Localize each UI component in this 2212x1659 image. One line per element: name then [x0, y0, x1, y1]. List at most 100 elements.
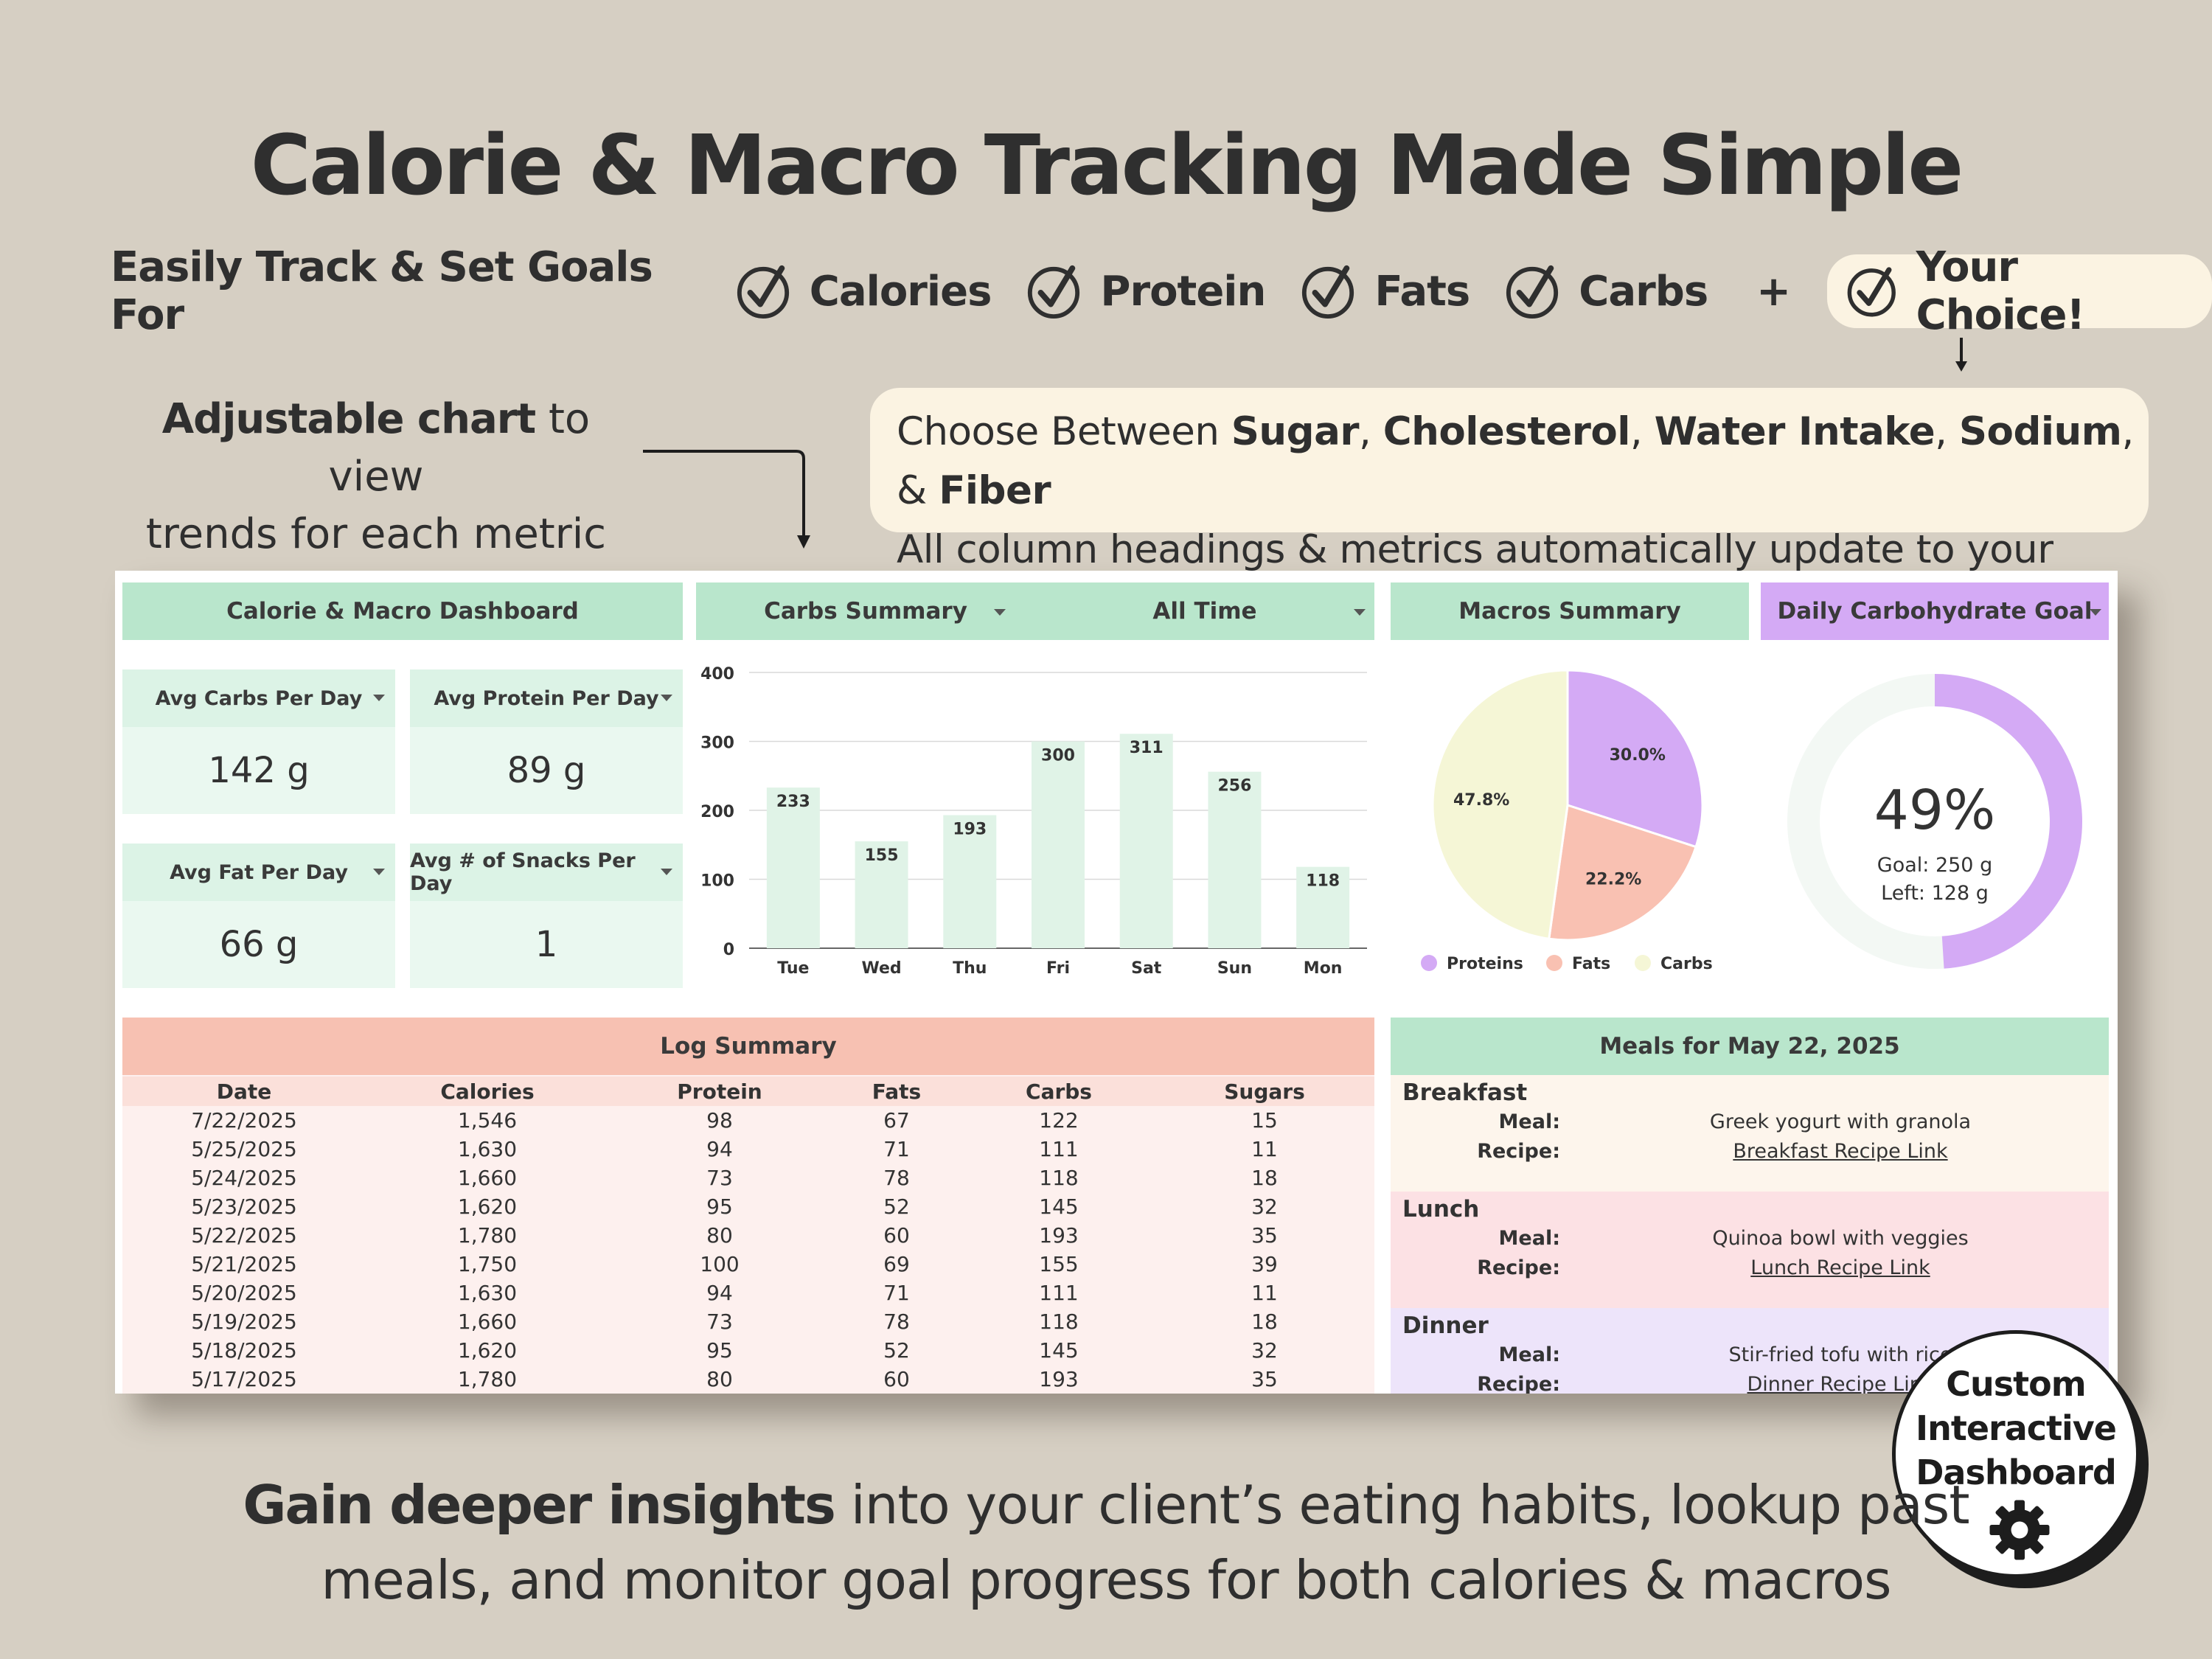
table-row: 5/20/2025 1,630 94 71 111 11: [122, 1279, 1374, 1307]
recipe-key: Recipe:: [1477, 1373, 1560, 1394]
table-cell: 94: [706, 1137, 733, 1161]
choose-item: Sugar: [1231, 409, 1360, 454]
table-row: 5/24/2025 1,660 73 78 118 18: [122, 1164, 1374, 1192]
bar: [1296, 866, 1350, 948]
x-tick-label: Thu: [953, 959, 987, 978]
table-cell: 193: [1039, 1223, 1079, 1248]
choose-line1: Choose Between Sugar, Cholesterol, Water…: [897, 403, 2149, 521]
choose-sep: ,: [1935, 409, 1959, 454]
log-column-header: Sugars: [1224, 1079, 1305, 1104]
meal-section-lunch: Lunch Meal: Quinoa bowl with veggies Recipe…: [1391, 1192, 2109, 1308]
table-cell: 32: [1251, 1338, 1278, 1363]
table-cell: 155: [1039, 1252, 1079, 1276]
table-cell: 1,620: [457, 1194, 518, 1219]
legend-label: Carbs: [1660, 955, 1713, 973]
badge-line: Custom: [1946, 1364, 2086, 1404]
table-cell: 5/24/2025: [191, 1166, 297, 1190]
meal-key: Meal:: [1498, 1343, 1560, 1366]
check-circle-icon: [1302, 265, 1354, 319]
stat-label-text: Avg # of Snacks Per Day: [410, 849, 636, 895]
table-cell: 118: [1039, 1166, 1079, 1190]
recipe-link[interactable]: Lunch Recipe Link: [1750, 1256, 1930, 1279]
chart-annotation: Adjustable chart to view trends for each…: [111, 391, 641, 563]
macros-summary-title: Macros Summary: [1391, 582, 1749, 640]
table-cell: 78: [883, 1166, 910, 1190]
table-cell: 111: [1039, 1281, 1079, 1305]
stat-label-protein[interactable]: Avg Protein Per Day: [410, 669, 683, 727]
table-cell: 5/25/2025: [191, 1137, 297, 1161]
goal-select[interactable]: Daily Carbohydrate Goal: [1761, 582, 2109, 640]
dashboard-title: Calorie & Macro Dashboard: [122, 582, 683, 640]
stat-label-snacks[interactable]: Avg # of Snacks Per Day: [410, 844, 683, 901]
table-row: 5/22/2025 1,780 80 60 193 35: [122, 1221, 1374, 1250]
choose-item: Water Intake: [1654, 409, 1935, 454]
y-tick-label: 300: [700, 734, 734, 753]
pie-slice: [1548, 804, 1697, 942]
summary-select-label: Carbs Summary: [764, 598, 967, 625]
custom-dashboard-badge: Custom Interactive Dashboard: [1892, 1330, 2140, 1578]
table-cell: 1,546: [457, 1108, 518, 1133]
goal-label: Carbs: [1579, 267, 1708, 316]
legend-swatch: [1421, 955, 1437, 971]
bar-value-label: 155: [865, 846, 899, 865]
check-circle-icon: [1506, 265, 1559, 319]
log-header-row: Date Calories Protein Fats Carbs Sugars: [122, 1077, 1374, 1106]
table-cell: 193: [1039, 1367, 1079, 1391]
table-cell: 67: [883, 1108, 910, 1133]
check-circle-icon: [1847, 267, 1896, 317]
table-cell: 5/23/2025: [191, 1194, 297, 1219]
stat-label-fat[interactable]: Avg Fat Per Day: [122, 844, 395, 901]
recipe-link[interactable]: Dinner Recipe Link: [1747, 1373, 1934, 1394]
dropdown-caret-icon: [1354, 609, 1366, 616]
recipe-link[interactable]: Breakfast Recipe Link: [1733, 1140, 1948, 1163]
stat-value-protein: 89 g: [410, 727, 683, 814]
pie-value-label: 47.8%: [1453, 791, 1509, 810]
arrow-down-icon: [1955, 338, 1967, 372]
table-cell: 1,630: [457, 1137, 518, 1161]
stat-label-carbs[interactable]: Avg Carbs Per Day: [122, 669, 395, 727]
legend-label: Proteins: [1447, 955, 1523, 973]
x-tick-label: Tue: [777, 959, 809, 978]
x-tick-label: Sun: [1217, 959, 1252, 978]
table-cell: 5/20/2025: [191, 1281, 297, 1305]
x-tick-label: Mon: [1304, 959, 1343, 978]
table-cell: 98: [706, 1108, 733, 1133]
y-tick-label: 200: [700, 803, 734, 821]
log-column-header: Carbs: [1026, 1079, 1092, 1104]
y-tick-label: 100: [700, 872, 734, 891]
choose-item: Sodium: [1958, 409, 2122, 454]
table-cell: 52: [883, 1338, 910, 1363]
badge-text: Custom Interactive Dashboard: [1896, 1362, 2136, 1495]
stat-label-text: Avg Protein Per Day: [434, 686, 659, 710]
your-choice-pill: Your Choice!: [1827, 243, 2212, 339]
period-select-label: All Time: [1152, 598, 1257, 625]
goal-fats: Fats: [1299, 262, 1470, 320]
log-column-header: Protein: [677, 1079, 762, 1104]
period-select[interactable]: All Time: [1035, 582, 1374, 640]
badge-line: Interactive: [1916, 1408, 2117, 1448]
your-choice-label: Your Choice!: [1916, 243, 2085, 339]
log-summary-body: [122, 1075, 1374, 1394]
table-cell: 18: [1251, 1310, 1278, 1334]
chart-annotation-line2: trends for each metric: [145, 510, 607, 558]
summary-select[interactable]: Carbs Summary: [696, 582, 1035, 640]
table-cell: 94: [706, 1281, 733, 1305]
dropdown-caret-icon: [661, 869, 672, 875]
dropdown-caret-icon: [2090, 609, 2101, 616]
pie-slice: [1566, 669, 1704, 849]
table-cell: 7/22/2025: [191, 1108, 297, 1133]
goals-row: Easily Track & Set Goals For Calories Pr…: [111, 243, 2212, 339]
table-cell: 145: [1039, 1338, 1079, 1363]
dropdown-caret-icon: [373, 695, 385, 701]
meal-section-breakfast: Breakfast Meal: Greek yogurt with granola R…: [1391, 1075, 2109, 1192]
table-cell: 11: [1251, 1281, 1278, 1305]
bar: [943, 815, 997, 948]
dropdown-caret-icon: [661, 695, 672, 701]
table-cell: 145: [1039, 1194, 1079, 1219]
goal-protein: Protein: [1025, 262, 1266, 320]
bar-value-label: 311: [1130, 739, 1164, 757]
table-cell: 95: [706, 1194, 733, 1219]
dropdown-caret-icon: [373, 869, 385, 875]
bar: [1119, 734, 1173, 948]
table-row: 5/21/2025 1,750 100 69 155 39: [122, 1250, 1374, 1279]
